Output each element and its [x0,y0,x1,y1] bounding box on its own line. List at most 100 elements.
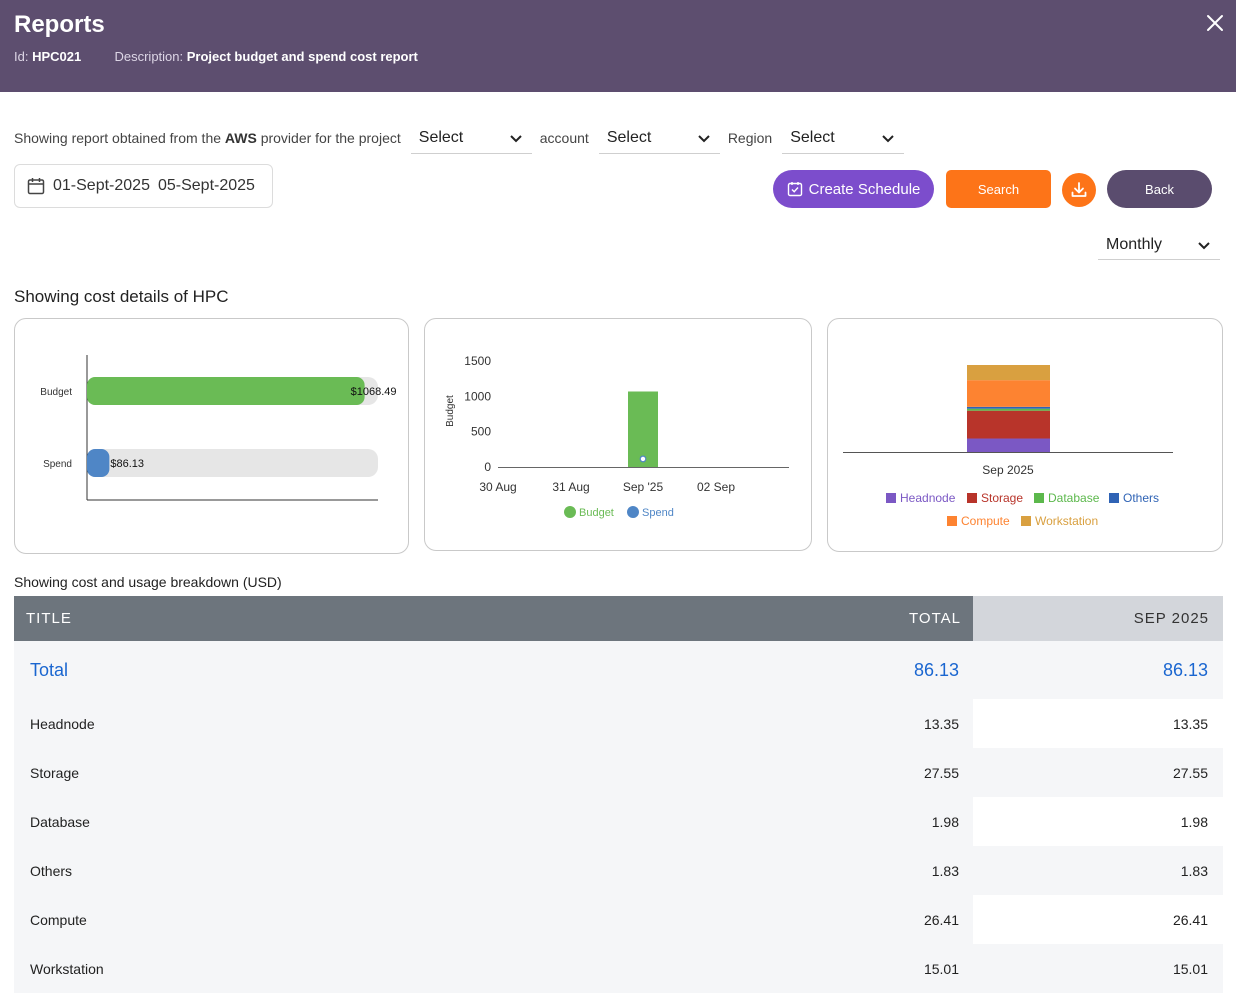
y-axis-title: Budget [445,395,456,427]
project-select[interactable]: Select [410,122,532,154]
x-tick-label: 31 Aug [552,480,589,494]
row-total: 1.83 [579,846,973,895]
bar-budget [628,391,658,467]
legend-marker [886,493,896,503]
date-end: 05-Sept-2025 [157,177,255,194]
chevron-down-icon [510,134,522,142]
y-tick-label: 0 [484,460,491,474]
legend-label: Spend [642,507,674,519]
point-spend [639,455,647,463]
row-sep-value: 27.55 [973,748,1223,797]
legend-marker [1034,493,1044,503]
cost-breakdown-stacked-chart: Sep 2025 Headnode Storage Database Others Com… [843,365,1173,528]
category-label: Budget [40,387,72,398]
bar-track [87,449,378,477]
legend-marker [1021,516,1031,526]
budget-spend-hbar-card: Budget $1068.49 Spend $86.13 [14,318,409,554]
chevron-down-icon [1198,241,1210,249]
back-button[interactable]: Back [1107,170,1212,208]
legend-label: Compute [961,514,1010,528]
id-value: HPC021 [32,49,82,64]
download-icon [1071,182,1087,197]
stack-segment-compute [967,380,1050,407]
table-row: Compute 26.41 26.41 [14,895,1223,944]
row-title: Total [14,641,579,699]
legend-marker [564,506,576,518]
legend-marker [967,493,977,503]
budget-timeline-card: 0 500 1000 1500 Budget 30 Aug 31 Aug Sep '25 02 … [424,318,812,551]
x-tick-label: Sep '25 [623,480,664,494]
stack-segment-storage [967,410,1050,439]
cost-breakdown-stacked-card: Sep 2025 Headnode Storage Database Others Com… [827,318,1223,552]
bar-budget [87,377,365,405]
legend-label: Workstation [1035,514,1098,528]
row-title: Others [14,846,579,895]
row-sep-value: 86.13 [973,641,1223,699]
region-select[interactable]: Select [782,122,905,154]
date-start: 01-Sept-2025 [53,177,150,194]
row-title: Compute [14,895,579,944]
search-button[interactable]: Search [946,170,1051,208]
budget-spend-hbar-chart: Budget $1068.49 Spend $86.13 [40,355,397,501]
legend-label: Storage [981,491,1023,505]
y-tick-label: 500 [471,425,491,439]
legend-marker [947,516,957,526]
table-row: Workstation 15.01 15.01 [14,944,1223,993]
table-row: Storage 27.55 27.55 [14,748,1223,797]
legend-label: Headnode [900,491,956,505]
row-total: 27.55 [579,748,973,797]
x-tick-label: 30 Aug [479,480,516,494]
x-tick-label: Sep 2025 [982,463,1034,477]
data-label: $86.13 [110,458,144,470]
row-total: 86.13 [579,641,973,699]
stack-segment-workstation [967,365,1050,381]
description-value: Project budget and spend cost report [186,49,418,64]
region-label: Region [727,130,773,146]
row-title: Workstation [14,944,579,993]
legend-label: Others [1123,491,1159,505]
row-total: 1.98 [579,797,973,846]
account-label: account [539,130,589,146]
page-title: Reports [14,11,105,38]
close-icon[interactable] [1204,12,1226,34]
category-label: Spend [43,459,72,470]
table-row-total: Total 86.13 86.13 [14,641,1223,699]
cost-breakdown-table: TITLE TOTAL SEP 2025 Total 86.13 86.13 H… [14,596,1223,993]
account-select[interactable]: Select [598,122,720,154]
provider-name: AWS [224,130,257,146]
data-label: $1068.49 [351,386,397,398]
chevron-down-icon [698,134,710,142]
table-row: Others 1.83 1.83 [14,846,1223,895]
table-row: Headnode 13.35 13.35 [14,699,1223,748]
column-header-title: TITLE [14,596,579,641]
legend-label: Database [1048,491,1100,505]
report-meta: Id: HPC021 Description: Project budget a… [14,49,418,64]
row-sep-value: 13.35 [973,699,1223,748]
row-total: 15.01 [579,944,973,993]
column-header-sep-2025: SEP 2025 [973,596,1223,641]
chevron-down-icon [882,134,894,142]
filter-row: Showing report obtained from the AWS pro… [14,122,912,154]
calendar-check-icon [787,182,802,197]
table-row: Database 1.98 1.98 [14,797,1223,846]
row-title: Storage [14,748,579,797]
row-sep-value: 1.98 [973,797,1223,846]
calendar-icon [27,178,45,195]
id-label: Id: [14,49,29,64]
period-select[interactable]: Monthly [1098,230,1220,260]
column-header-total: TOTAL [579,596,973,641]
stack-segment-headnode [967,438,1050,452]
download-button[interactable] [1062,173,1096,207]
breakdown-title: Showing cost and usage breakdown (USD) [14,574,282,590]
description-label: Description: [114,49,184,64]
stack-segment-others [967,406,1050,409]
table-header-row: TITLE TOTAL SEP 2025 [14,596,1223,641]
y-tick-label: 1000 [464,389,491,403]
row-total: 26.41 [579,895,973,944]
y-tick-label: 1500 [464,354,491,368]
create-schedule-button[interactable]: Create Schedule [773,170,934,208]
date-range-picker[interactable]: 01-Sept-2025 05-Sept-2025 [14,164,273,208]
row-total: 13.35 [579,699,973,748]
section-title: Showing cost details of HPC [14,287,229,306]
stack-segment-database [967,408,1050,411]
